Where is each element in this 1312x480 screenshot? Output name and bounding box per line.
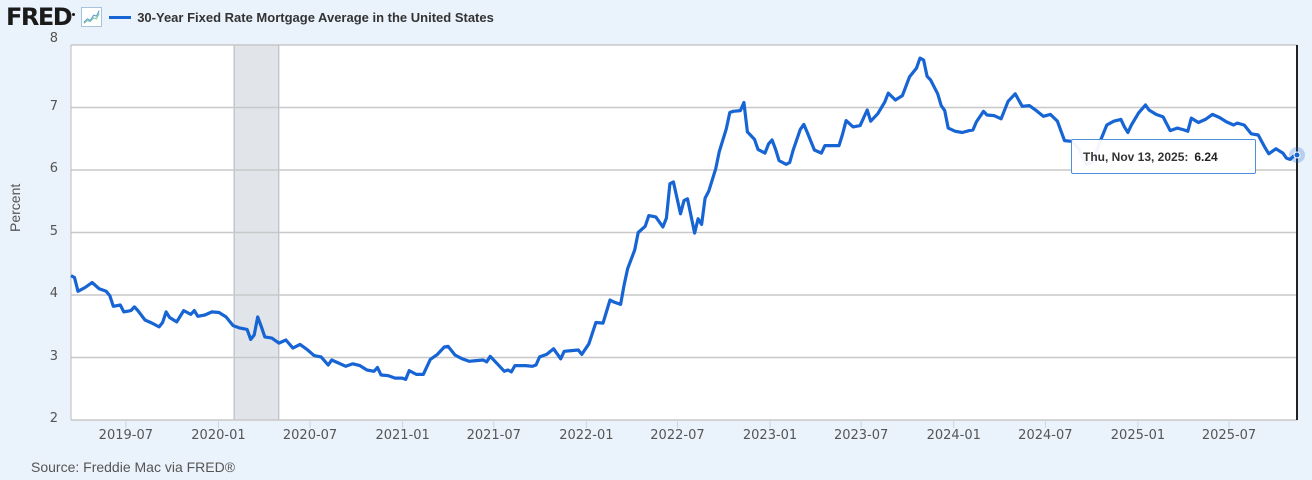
x-tick-label: 2024-07 (1018, 428, 1073, 443)
tooltip-value: 6.24 (1194, 149, 1218, 164)
x-tick-label: 2022-07 (650, 428, 705, 443)
y-tick-label: 4 (49, 286, 58, 301)
chart-header: FRED 30-Year Fixed Rate Mortgage Average… (6, 2, 494, 32)
y-tick-label: 2 (49, 411, 58, 426)
hover-marker[interactable] (1293, 151, 1301, 159)
source-note: Source: Freddie Mac via FRED® (31, 459, 236, 475)
legend-swatch (109, 15, 132, 19)
line-chart-icon[interactable] (81, 7, 103, 27)
y-tick-label: 7 (49, 98, 58, 114)
y-tick-label: 3 (49, 348, 58, 364)
y-tick-label: 6 (49, 161, 58, 176)
hover-tooltip: Thu, Nov 13, 2025: 6.24 (1071, 139, 1256, 174)
x-tick-label: 2024-01 (926, 428, 981, 443)
x-tick-label: 2020-07 (282, 428, 338, 443)
x-tick-label: 2022-01 (559, 428, 614, 443)
x-tick-label: 2023-01 (742, 428, 798, 443)
x-tick-label: 2025-07 (1201, 428, 1257, 443)
logo-dot (72, 12, 76, 16)
x-tick-label: 2023-07 (833, 428, 889, 443)
y-tick-label: 8 (49, 31, 58, 46)
series-title[interactable]: 30-Year Fixed Rate Mortgage Average in t… (137, 9, 494, 25)
y-axis-label: Percent (7, 183, 23, 232)
x-tick-label: 2019-07 (98, 428, 154, 443)
x-tick-label: 2021-01 (375, 428, 430, 443)
tooltip-date: Thu, Nov 13, 2025: (1083, 149, 1189, 164)
x-tick-label: 2021-07 (466, 428, 521, 443)
x-tick-label: 2020-01 (191, 428, 246, 443)
y-tick-label: 5 (49, 223, 58, 239)
fred-logo[interactable]: FRED (6, 3, 73, 31)
x-tick-label: 2025-01 (1110, 428, 1166, 443)
